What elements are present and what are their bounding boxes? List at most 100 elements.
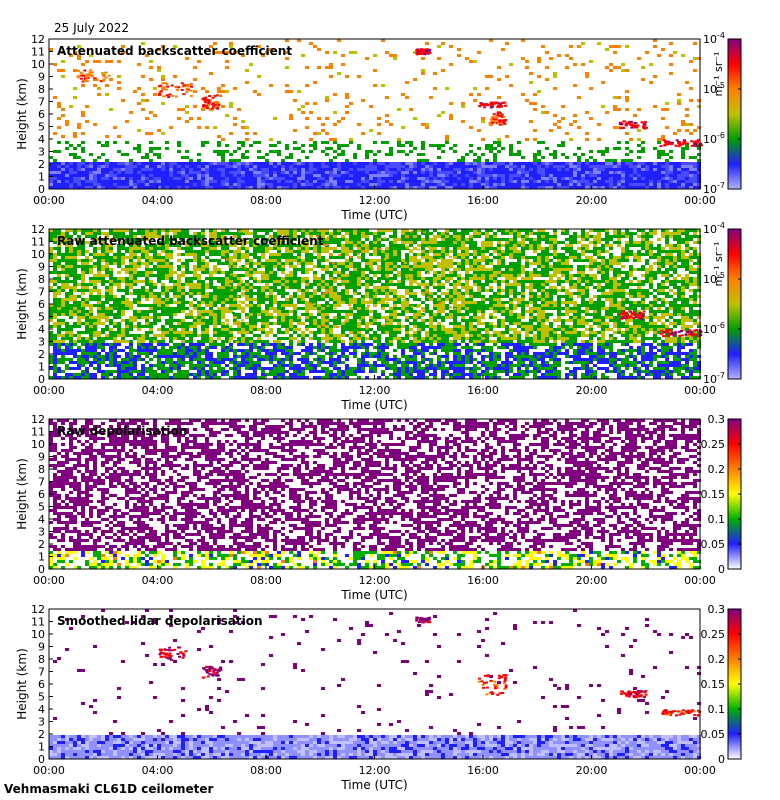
y-tick-label: 0 [38, 753, 45, 766]
colorbar-tick-label: 0.25 [701, 628, 726, 641]
y-tick-label: 7 [38, 286, 45, 299]
x-tick-label: 00:00 [684, 574, 716, 587]
cloud-feature [403, 230, 459, 319]
cloud-feature [158, 646, 188, 661]
panel-title: Attenuated backscatter coefficient [57, 44, 292, 58]
heatmap-cells [49, 229, 701, 379]
y-tick-label: 3 [38, 146, 45, 159]
y-tick-label: 10 [31, 248, 45, 261]
cloud-feature [158, 81, 194, 99]
cloud-feature [659, 139, 703, 148]
y-tick-label: 0 [38, 373, 45, 386]
x-axis-label: Time (UTC) [340, 398, 407, 412]
y-tick-label: 11 [31, 46, 45, 59]
y-tick-label: 11 [31, 236, 45, 249]
x-tick-label: 00:00 [33, 764, 65, 777]
colorbar-tick-label: 0 [718, 753, 725, 766]
colorbar-tick-label: 0.2 [708, 463, 726, 476]
y-tick-label: 4 [38, 323, 45, 336]
y-tick-label: 5 [38, 311, 45, 324]
cloud-feature [201, 665, 223, 679]
y-tick-label: 3 [38, 336, 45, 349]
x-axis-label: Time (UTC) [340, 778, 407, 792]
colorbar-tick-label: 0.05 [701, 538, 726, 551]
y-tick-label: 9 [38, 641, 45, 654]
y-tick-label: 2 [38, 728, 45, 741]
y-tick-label: 8 [38, 653, 45, 666]
y-tick-label: 7 [38, 666, 45, 679]
cloud-feature [618, 120, 648, 130]
x-tick-label: 00:00 [684, 384, 716, 397]
panel-2: Raw attenuated backscatter coefficient01… [15, 221, 742, 412]
colorbar-tick-label: 10-7 [703, 371, 725, 386]
y-tick-label: 9 [38, 71, 45, 84]
y-tick-label: 2 [38, 158, 45, 171]
y-tick-label: 12 [31, 223, 45, 236]
y-tick-label: 1 [38, 551, 45, 564]
colorbar-tick-label: 10-4 [703, 221, 725, 236]
colorbar-tick-label: 0.3 [708, 603, 726, 616]
panel-1: Attenuated backscatter coefficient012345… [15, 31, 742, 222]
panel-4: Smoothed lidar depolarisation01234567891… [15, 603, 742, 792]
x-tick-label: 12:00 [359, 384, 391, 397]
y-tick-label: 0 [38, 183, 45, 196]
x-tick-label: 00:00 [33, 194, 65, 207]
colorbar-tick-label: 0.05 [701, 728, 726, 741]
colorbar-tick-label: 10-7 [703, 181, 725, 196]
y-tick-label: 1 [38, 361, 45, 374]
y-tick-label: 9 [38, 261, 45, 274]
y-tick-label: 1 [38, 171, 45, 184]
x-tick-label: 04:00 [142, 764, 174, 777]
y-tick-label: 6 [38, 298, 45, 311]
colorbar-tick-label: 0.1 [708, 513, 726, 526]
x-tick-label: 16:00 [467, 194, 499, 207]
colorbar-tick-label: 10-4 [703, 31, 725, 46]
cloud-feature [308, 235, 389, 330]
y-tick-label: 5 [38, 691, 45, 704]
date-label: 25 July 2022 [54, 21, 129, 35]
y-tick-label: 12 [31, 33, 45, 46]
panel-3: Raw depolarisation0123456789101112Height… [15, 413, 742, 602]
heatmap-cells [49, 419, 701, 569]
colorbar-unit-label: m⁻¹ sr⁻¹ [712, 52, 725, 97]
panel-title: Smoothed lidar depolarisation [57, 614, 263, 628]
x-tick-label: 00:00 [684, 194, 716, 207]
colorbar [727, 228, 742, 380]
cloud-feature [415, 48, 432, 56]
x-tick-label: 20:00 [576, 764, 608, 777]
y-tick-label: 12 [31, 603, 45, 616]
x-tick-label: 04:00 [142, 574, 174, 587]
y-tick-label: 8 [38, 273, 45, 286]
x-tick-label: 20:00 [576, 574, 608, 587]
x-tick-label: 08:00 [250, 764, 282, 777]
colorbar-tick-label: 0 [718, 563, 725, 576]
cloud-feature [478, 101, 508, 109]
y-tick-label: 8 [38, 463, 45, 476]
instrument-label: Vehmasmaki CL61D ceilometer [4, 782, 213, 796]
colorbar-unit-label: m⁻¹ sr⁻¹ [712, 242, 725, 287]
colorbar-tick-label: 0.1 [708, 703, 726, 716]
heatmap-cells [49, 609, 701, 759]
x-tick-label: 04:00 [142, 194, 174, 207]
y-tick-label: 10 [31, 628, 45, 641]
colorbar-tick-label: 0.15 [701, 678, 726, 691]
y-tick-label: 6 [38, 108, 45, 121]
y-axis-label: Height (km) [15, 648, 29, 719]
colorbar-tick-label: 0.3 [708, 413, 726, 426]
y-tick-label: 0 [38, 563, 45, 576]
x-tick-label: 12:00 [359, 574, 391, 587]
x-axis-label: Time (UTC) [340, 588, 407, 602]
cloud-feature [201, 94, 222, 110]
x-tick-label: 00:00 [684, 764, 716, 777]
x-tick-label: 04:00 [142, 384, 174, 397]
y-tick-label: 11 [31, 426, 45, 439]
x-tick-label: 20:00 [576, 384, 608, 397]
colorbar [727, 38, 742, 190]
y-tick-label: 6 [38, 678, 45, 691]
y-tick-label: 9 [38, 451, 45, 464]
y-axis-label: Height (km) [15, 458, 29, 529]
x-tick-label: 08:00 [250, 384, 282, 397]
y-tick-label: 5 [38, 501, 45, 514]
x-tick-label: 16:00 [467, 764, 499, 777]
